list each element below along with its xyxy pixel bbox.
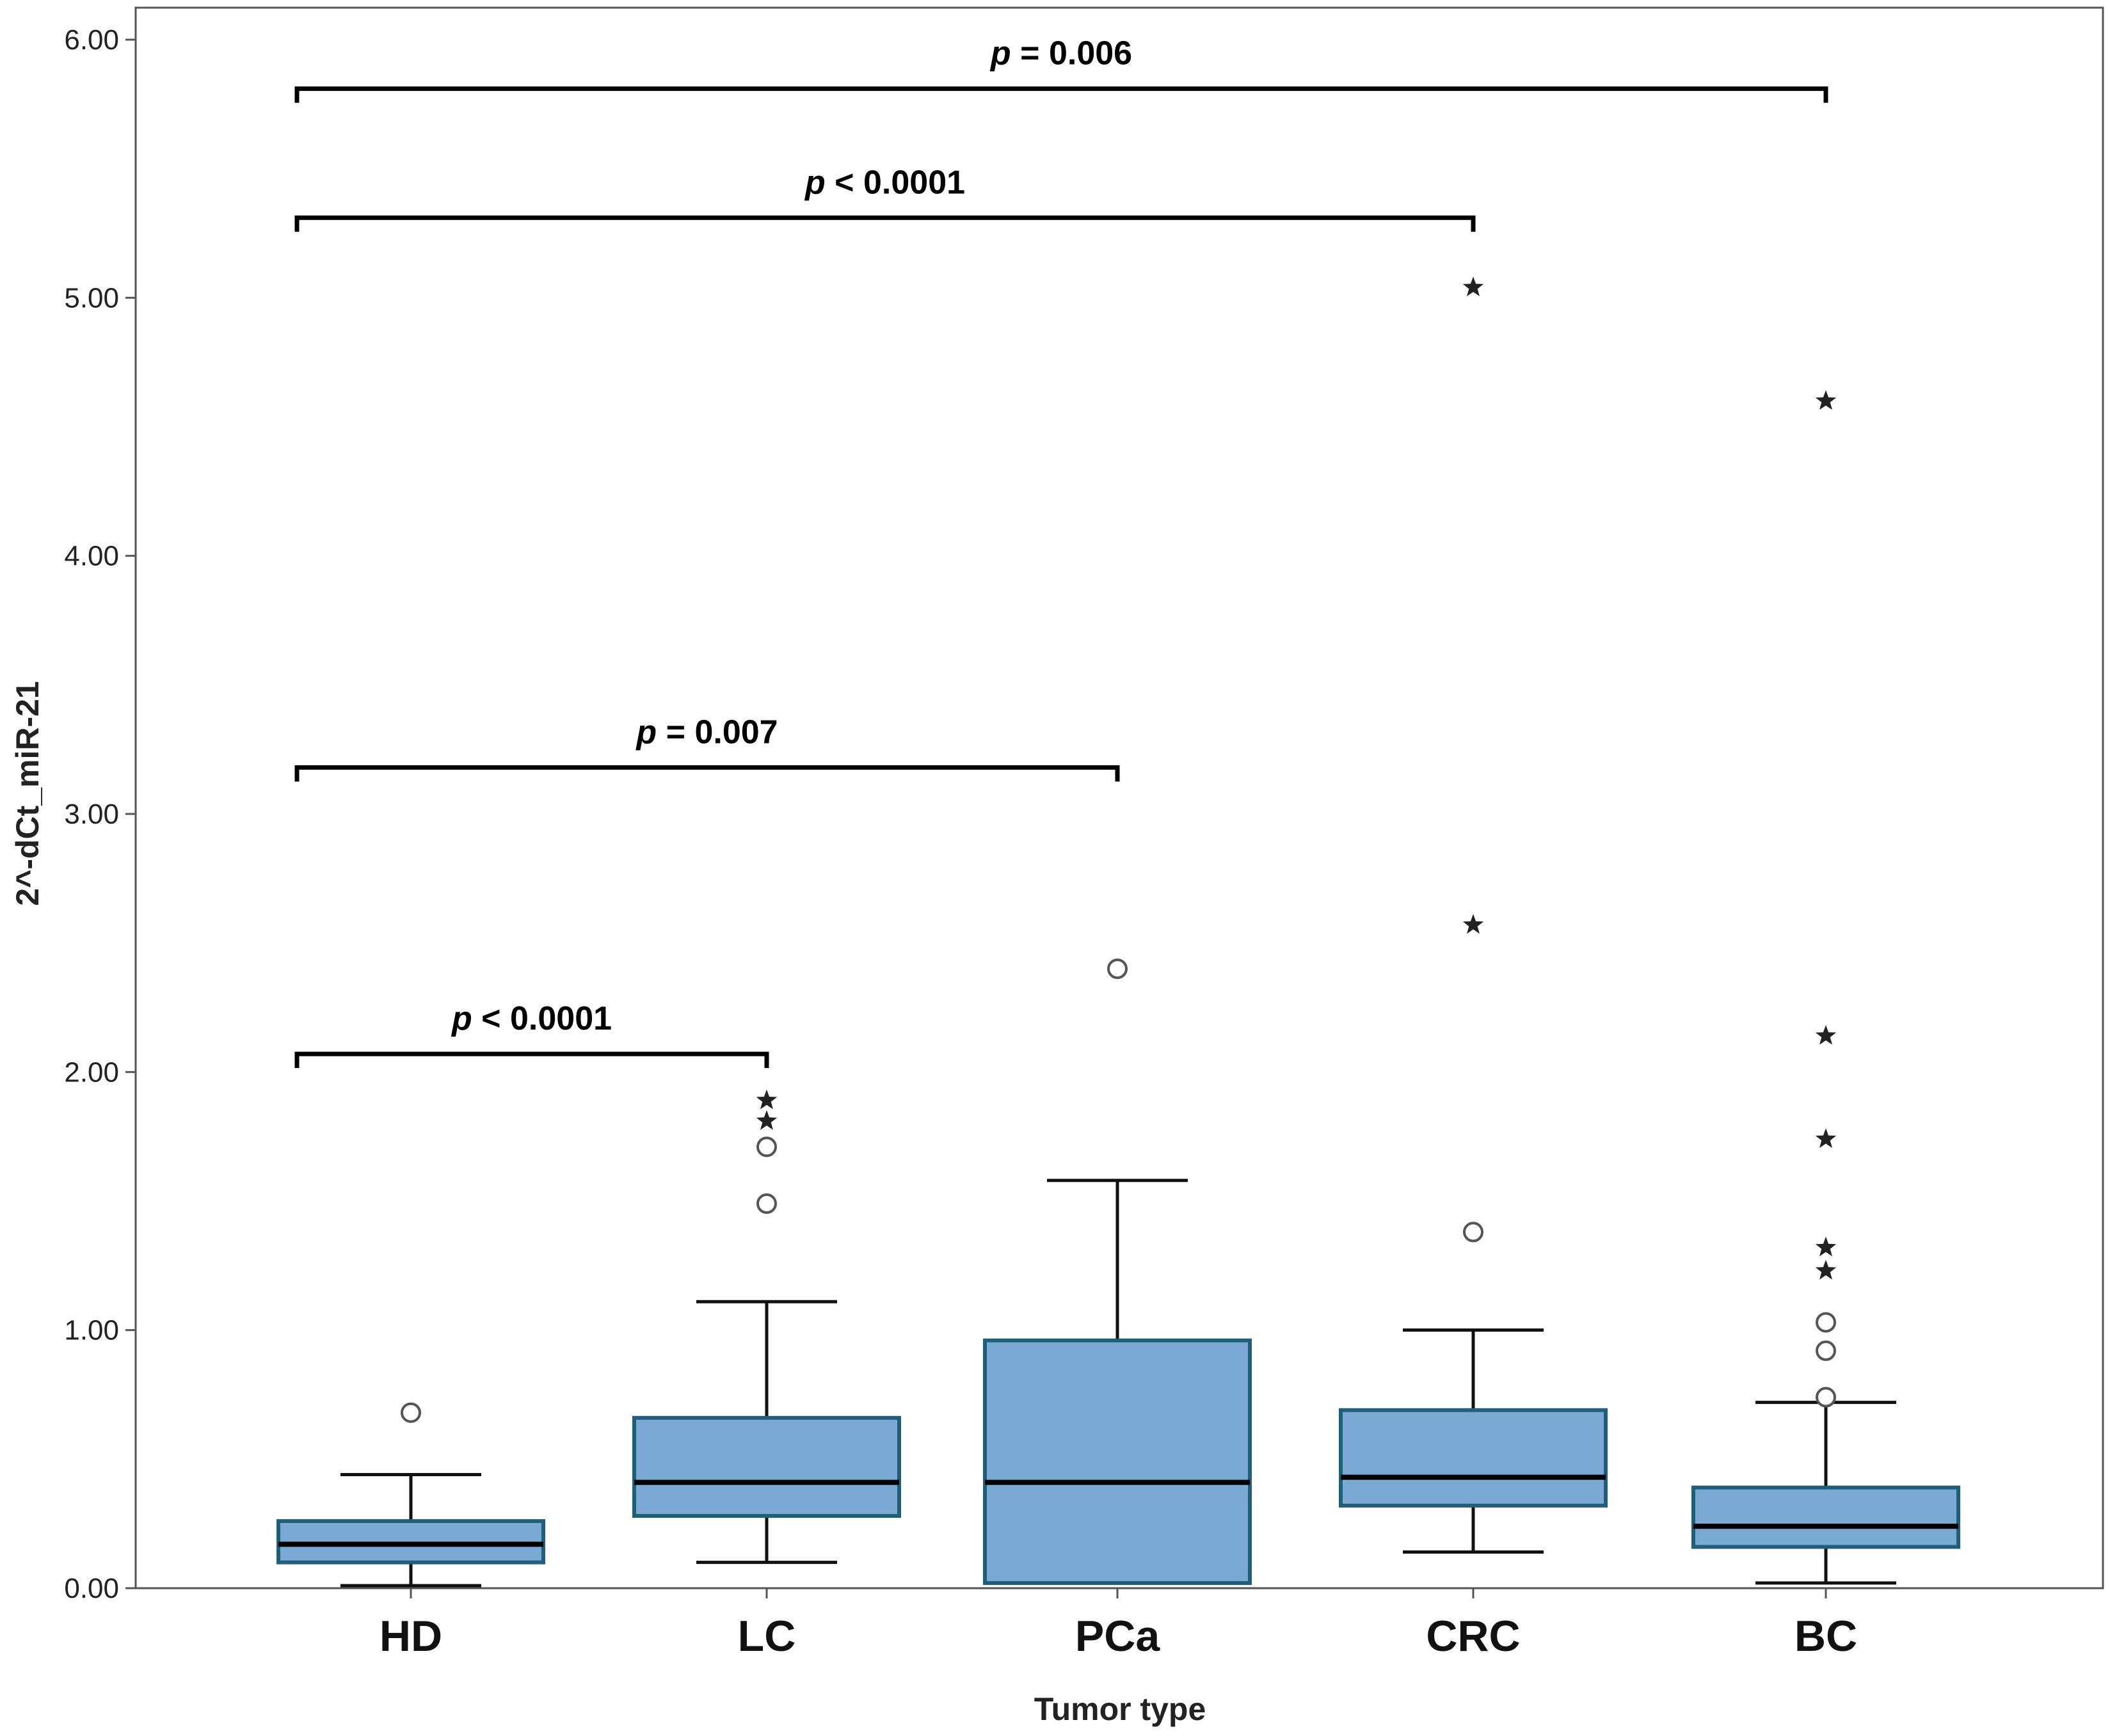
box-bc — [1691, 390, 1960, 1585]
category-label-lc: LC — [738, 1612, 796, 1660]
p-value-label: p = 0.006 — [989, 35, 1132, 72]
p-value-text: < 0.0001 — [826, 164, 965, 201]
y-tick-label-3: 3.00 — [64, 799, 119, 830]
y-tick-label-6: 6.00 — [64, 24, 119, 56]
box-iqr — [983, 1338, 1252, 1585]
p-value-text: = 0.006 — [1011, 35, 1132, 72]
bracket-line — [294, 765, 1120, 782]
outlier-circle-0 — [1107, 959, 1128, 979]
y-tick-label-1: 1.00 — [64, 1315, 119, 1346]
box-lc — [632, 1089, 901, 1565]
p-symbol: p — [804, 164, 826, 201]
p-value-label: p = 0.007 — [635, 713, 778, 751]
y-tick-label-4: 4.00 — [64, 541, 119, 572]
x-axis-title: Tumor type — [1034, 1691, 1206, 1727]
bracket-hd-pca: p = 0.007 — [294, 713, 1120, 782]
outlier-circle-1 — [756, 1136, 777, 1158]
bracket-line — [294, 1051, 769, 1069]
outlier-circle-0 — [1816, 1387, 1836, 1408]
box-iqr — [276, 1519, 545, 1565]
x-axis: HD LC PCa CRC BC — [380, 1588, 1857, 1660]
box-iqr — [1691, 1485, 1960, 1549]
box-pca — [983, 959, 1252, 1585]
outlier-circle-0 — [756, 1193, 777, 1214]
outlier-star-3 — [1815, 1259, 1837, 1280]
outlier-circle-0 — [401, 1402, 421, 1423]
bracket-hd-crc: p < 0.0001 — [294, 164, 1476, 232]
box-crc — [1339, 276, 1608, 1554]
outlier-star-6 — [1815, 1024, 1837, 1045]
p-symbol: p — [989, 35, 1011, 72]
box-iqr — [1339, 1408, 1608, 1508]
y-tick-label-0: 0.00 — [64, 1573, 119, 1604]
box-iqr — [632, 1415, 901, 1518]
p-value-text: < 0.0001 — [472, 1000, 612, 1037]
p-symbol: p — [451, 1000, 472, 1037]
outlier-star-4 — [1815, 1236, 1837, 1257]
outlier-circle-0 — [1463, 1222, 1483, 1243]
category-label-bc: BC — [1794, 1612, 1857, 1660]
p-symbol: p — [635, 713, 657, 751]
outlier-star-2 — [756, 1110, 778, 1130]
outlier-star-5 — [1815, 1128, 1837, 1148]
category-label-pca: PCa — [1075, 1612, 1160, 1660]
outlier-star-2 — [1462, 276, 1484, 296]
outlier-star-7 — [1815, 390, 1837, 410]
plot-frame — [134, 6, 2104, 1589]
p-value-label: p < 0.0001 — [804, 164, 965, 201]
y-tick-label-5: 5.00 — [64, 282, 119, 314]
bracket-line — [294, 86, 1828, 103]
outlier-circle-1 — [1816, 1340, 1836, 1361]
outlier-star-3 — [756, 1089, 778, 1110]
bracket-hd-bc: p = 0.006 — [294, 35, 1828, 103]
p-value-text: = 0.007 — [657, 713, 778, 751]
y-tick-label-2: 2.00 — [64, 1056, 119, 1088]
outlier-circle-2 — [1816, 1312, 1836, 1333]
outlier-star-1 — [1462, 914, 1484, 934]
box-series — [276, 276, 1960, 1588]
bracket-line — [294, 215, 1476, 232]
box-hd — [276, 1402, 545, 1588]
y-axis: 0.00 1.00 2.00 3.00 4.00 5.00 6.00 — [64, 24, 136, 1604]
y-axis-title: 2^-dCt_miR-21 — [10, 681, 45, 906]
p-value-label: p < 0.0001 — [451, 1000, 612, 1037]
category-label-crc: CRC — [1426, 1612, 1520, 1660]
bracket-hd-lc: p < 0.0001 — [294, 1000, 769, 1069]
category-label-hd: HD — [380, 1612, 442, 1660]
